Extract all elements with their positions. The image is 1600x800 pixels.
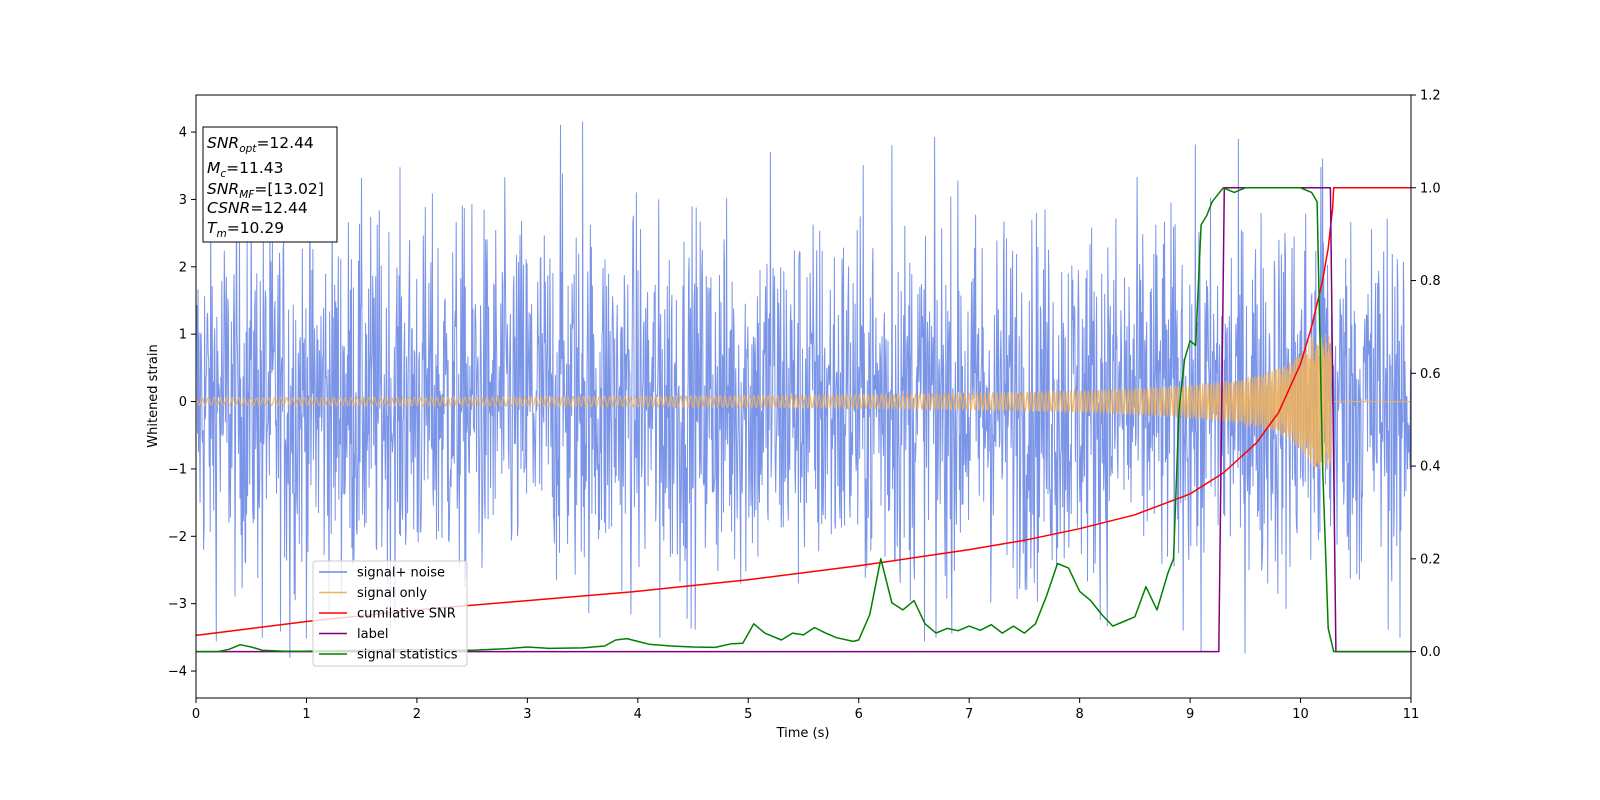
legend-frame bbox=[312, 560, 468, 667]
y-right-tick-label: 1.0 bbox=[1420, 181, 1441, 196]
x-tick-label: 10 bbox=[1292, 707, 1309, 722]
axes-layer: 0 1 2 3 4 5 6 7 8 9 10 11 −4 −3 −2 −1 0 1 2 3 4 0.0 0.2 0.4 0.6 0… bbox=[168, 89, 1441, 723]
x-tick-label: 1 bbox=[302, 707, 310, 722]
x-tick-label: 11 bbox=[1403, 707, 1420, 722]
y-left-tick-label: 3 bbox=[179, 193, 187, 208]
x-tick-label: 9 bbox=[1186, 707, 1194, 722]
y-right-tick-label: 0.2 bbox=[1420, 552, 1441, 567]
x-tick-label: 5 bbox=[744, 707, 752, 722]
stats-box-row: Mc=11.43 bbox=[207, 159, 284, 180]
legend-entry: signal only bbox=[357, 586, 427, 601]
series-signal-statistics bbox=[196, 187, 1411, 653]
legend-entry: label bbox=[357, 627, 388, 642]
y-left-tick-label: 1 bbox=[179, 328, 187, 343]
stats-box-row: SNRMF=[13.02] bbox=[207, 180, 324, 201]
y-left-tick-label: 0 bbox=[179, 395, 187, 410]
y-left-tick-label: −2 bbox=[168, 530, 187, 545]
series-layer bbox=[196, 121, 1411, 659]
legend-entry: signal statistics bbox=[357, 648, 458, 663]
y-right-tick-label: 0.8 bbox=[1420, 274, 1441, 289]
series-signal-only bbox=[196, 333, 1411, 470]
legend-entry: cumilative SNR bbox=[357, 607, 456, 622]
plot-frame bbox=[195, 94, 1412, 699]
stats-box-row: SNRopt=12.44 bbox=[207, 134, 314, 155]
x-tick-label: 2 bbox=[413, 707, 421, 722]
x-tick-label: 6 bbox=[855, 707, 863, 722]
series-cumilative-snr bbox=[196, 187, 1411, 637]
stats-box-row: CSNR=12.44 bbox=[207, 199, 308, 217]
y-left-tick-label: −1 bbox=[168, 462, 187, 477]
legend-entry: signal+ noise bbox=[357, 566, 445, 581]
series-signal-noise bbox=[196, 121, 1411, 659]
y-right-tick-label: 0.4 bbox=[1420, 460, 1441, 475]
x-tick-label: 4 bbox=[634, 707, 642, 722]
x-tick-label: 0 bbox=[192, 707, 200, 722]
y-left-tick-label: −4 bbox=[168, 665, 187, 680]
stats-box-row: Tm=10.29 bbox=[207, 219, 284, 240]
x-tick-label: 7 bbox=[965, 707, 973, 722]
y-right-tick-label: 0.0 bbox=[1420, 645, 1441, 660]
x-tick-label: 8 bbox=[1075, 707, 1083, 722]
y-axis-label: Whitened strain bbox=[146, 344, 161, 447]
x-axis-label: Time (s) bbox=[776, 726, 830, 741]
y-right-tick-label: 1.2 bbox=[1420, 89, 1441, 104]
stats-box: SNRopt=12.44 Mc=11.43SNRMF=[13.02]CSNR=12… bbox=[202, 126, 338, 243]
stats-box-frame bbox=[202, 126, 338, 243]
y-left-tick-label: 4 bbox=[179, 126, 187, 141]
x-tick-label: 3 bbox=[523, 707, 531, 722]
legend: signal+ noise signal only cumilative SNR la… bbox=[312, 560, 468, 667]
y-left-tick-label: 2 bbox=[179, 260, 187, 275]
y-right-tick-label: 0.6 bbox=[1420, 367, 1441, 382]
y-left-tick-label: −3 bbox=[168, 597, 187, 612]
